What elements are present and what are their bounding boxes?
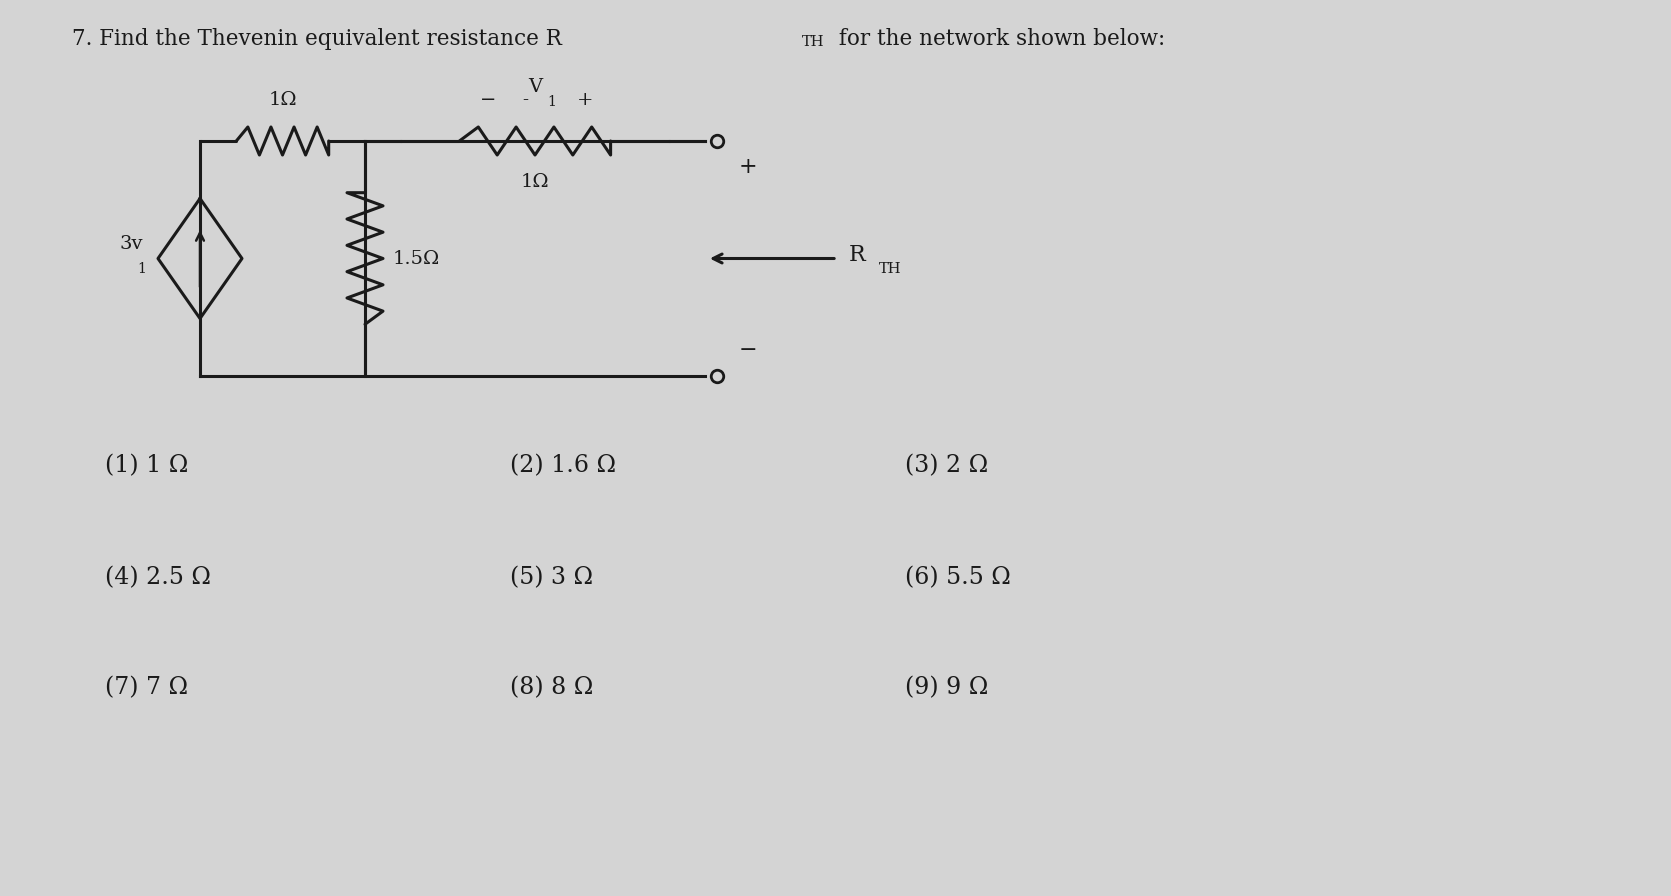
Text: (9) 9 Ω: (9) 9 Ω [906,676,988,700]
Text: (7) 7 Ω: (7) 7 Ω [105,676,189,700]
Text: (5) 3 Ω: (5) 3 Ω [510,566,593,590]
Text: (6) 5.5 Ω: (6) 5.5 Ω [906,566,1011,590]
Text: 1Ω: 1Ω [267,91,297,109]
Text: for the network shown below:: for the network shown below: [832,28,1165,50]
Text: +: + [739,156,757,178]
Text: 1Ω: 1Ω [521,173,550,191]
Text: TH: TH [879,262,901,275]
Text: (4) 2.5 Ω: (4) 2.5 Ω [105,566,211,590]
Text: −: − [739,339,757,361]
Text: 3v: 3v [120,235,144,253]
Text: -: - [523,91,535,109]
Text: TH: TH [802,35,824,49]
Text: 7. Find the Thevenin equivalent resistance R: 7. Find the Thevenin equivalent resistan… [72,28,561,50]
Text: (3) 2 Ω: (3) 2 Ω [906,454,988,478]
Text: 1: 1 [546,95,556,109]
Text: (2) 1.6 Ω: (2) 1.6 Ω [510,454,617,478]
Text: V: V [528,78,541,96]
Text: (8) 8 Ω: (8) 8 Ω [510,676,593,700]
Text: R: R [849,244,866,265]
Text: (1) 1 Ω: (1) 1 Ω [105,454,189,478]
Text: 1: 1 [137,262,145,275]
Text: 1.5Ω: 1.5Ω [393,249,439,268]
Text: −: − [480,91,496,109]
Text: +: + [576,91,593,109]
